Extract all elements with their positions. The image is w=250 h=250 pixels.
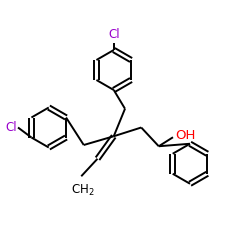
Text: Cl: Cl xyxy=(5,121,17,134)
Text: OH: OH xyxy=(176,129,196,142)
Text: CH$_2$: CH$_2$ xyxy=(71,182,94,198)
Text: Cl: Cl xyxy=(108,28,120,41)
